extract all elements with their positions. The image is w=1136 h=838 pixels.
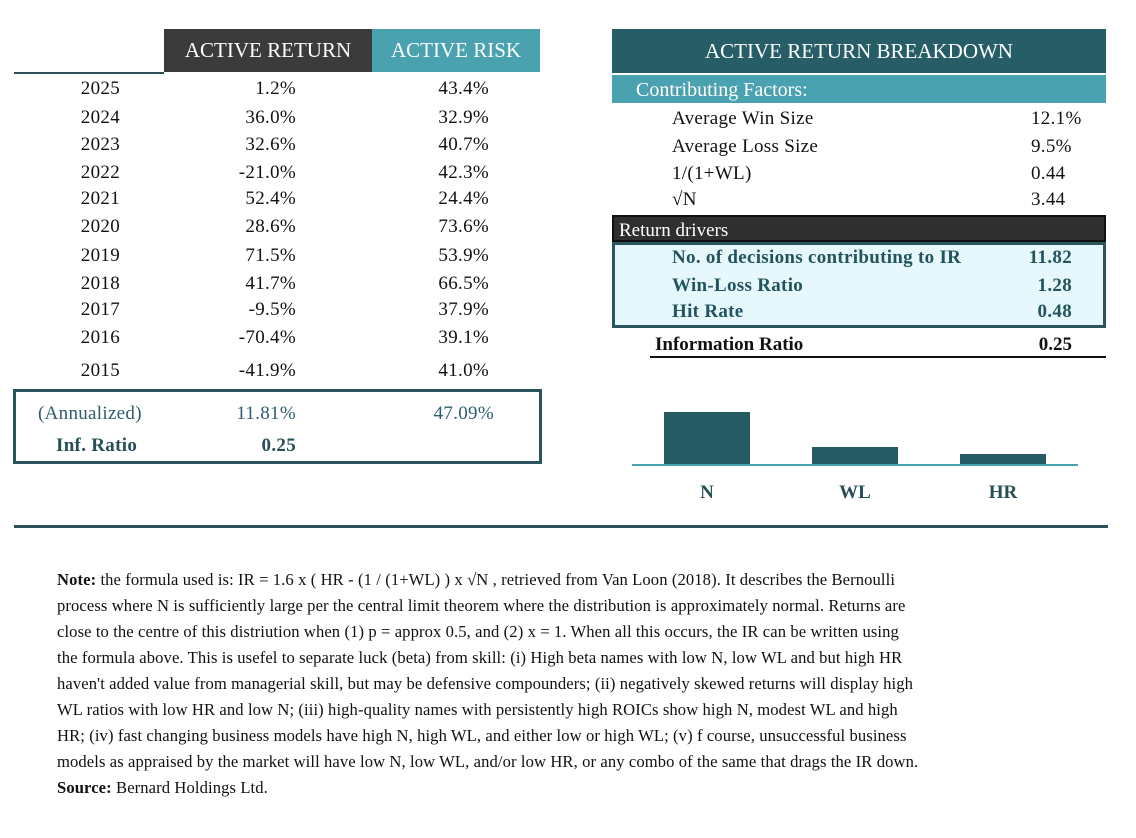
category-label: HR [988, 482, 1018, 503]
active-return-header: ACTIVE RETURN [164, 29, 372, 72]
bar-n [664, 412, 750, 464]
driver-label: Hit Rate [672, 301, 744, 322]
note-text: models as appraised by the market will h… [57, 752, 919, 771]
note-line: HR; (iv) fast changing business models h… [57, 723, 1117, 749]
note-text: the formula used is: IR = 1.6 x ( HR - (… [96, 570, 896, 589]
year-label: 2018 [80, 273, 120, 294]
annualized-label: (Annualized) [38, 403, 142, 424]
active-return-value: -21.0% [238, 162, 296, 183]
information-ratio-underline [650, 356, 1106, 358]
year-label: 2016 [80, 327, 120, 348]
inf-ratio-label: Inf. Ratio [56, 435, 138, 456]
note-line: process where N is sufficiently large pe… [57, 593, 1117, 619]
year-label: 2015 [80, 360, 120, 381]
note-text: process where N is sufficiently large pe… [57, 596, 906, 615]
driver-label: Win-Loss Ratio [672, 275, 804, 296]
note-text: WL ratios with low HR and low N; (iii) h… [57, 700, 898, 719]
ir-drivers-bar-chart: N WL HR [632, 380, 1078, 515]
active-risk-value: 37.9% [438, 299, 489, 320]
breakdown-title: ACTIVE RETURN BREAKDOWN [612, 29, 1106, 73]
year-label: 2017 [80, 299, 120, 320]
bar-hr [960, 454, 1046, 464]
contributing-factors-band: Contributing Factors: [612, 75, 1106, 103]
active-return-value: 32.6% [245, 134, 296, 155]
active-risk-header: ACTIVE RISK [372, 29, 540, 72]
factor-label: Average Loss Size [672, 136, 819, 157]
inf-ratio-value: 0.25 [261, 435, 296, 456]
note-line: haven't added value from managerial skil… [57, 671, 1117, 697]
factor-value: 3.44 [1031, 189, 1066, 210]
active-return-value: -41.9% [238, 360, 296, 381]
driver-value: 0.48 [1037, 301, 1072, 322]
active-risk-value: 39.1% [438, 327, 489, 348]
note-text: the formula above. This is usefel to sep… [57, 648, 903, 667]
active-risk-value: 43.4% [438, 78, 489, 99]
note-text: haven't added value from managerial skil… [57, 674, 914, 693]
active-risk-value: 66.5% [438, 273, 489, 294]
information-ratio-label: Information Ratio [655, 334, 804, 355]
driver-value: 1.28 [1037, 275, 1072, 296]
year-label: 2022 [80, 162, 120, 183]
year-label: 2023 [80, 134, 120, 155]
year-label: 2025 [80, 78, 120, 99]
active-risk-value: 41.0% [438, 360, 489, 381]
driver-label: No. of decisions contributing to IR [672, 247, 962, 268]
active-return-value: 1.2% [255, 78, 296, 99]
source-line: Source: Bernard Holdings Ltd. [57, 775, 1117, 801]
category-label: WL [839, 482, 871, 503]
driver-value: 11.82 [1028, 247, 1072, 268]
active-return-value: 71.5% [245, 245, 296, 266]
note-line: the formula above. This is usefel to sep… [57, 645, 1117, 671]
annualized-box [13, 389, 542, 464]
factor-label: √N [672, 189, 697, 210]
active-return-value: 52.4% [245, 188, 296, 209]
note-text: close to the centre of this distriution … [57, 622, 899, 641]
year-label: 2020 [80, 216, 120, 237]
source-text: Bernard Holdings Ltd. [111, 778, 268, 797]
factor-value: 12.1% [1031, 108, 1082, 129]
factor-label: Average Win Size [672, 108, 814, 129]
return-drivers-box [612, 242, 1106, 328]
active-risk-value: 24.4% [438, 188, 489, 209]
active-return-value: 41.7% [245, 273, 296, 294]
chart-baseline [632, 464, 1078, 466]
note-line: models as appraised by the market will h… [57, 749, 1117, 775]
note-line: WL ratios with low HR and low N; (iii) h… [57, 697, 1117, 723]
active-risk-value: 53.9% [438, 245, 489, 266]
annualized-active-risk: 47.09% [433, 403, 494, 424]
factor-label: 1/(1+WL) [672, 163, 752, 184]
return-drivers-header: Return drivers [612, 215, 1106, 242]
active-return-value: 28.6% [245, 216, 296, 237]
active-return-value: 36.0% [245, 107, 296, 128]
active-return-value: -70.4% [238, 327, 296, 348]
active-risk-value: 42.3% [438, 162, 489, 183]
note-line: Note: the formula used is: IR = 1.6 x ( … [57, 567, 1117, 593]
information-ratio-value: 0.25 [1038, 334, 1072, 355]
methodology-note: Note: the formula used is: IR = 1.6 x ( … [57, 567, 1117, 801]
active-return-value: -9.5% [248, 299, 296, 320]
note-text: HR; (iv) fast changing business models h… [57, 726, 907, 745]
return-drivers-label: Return drivers [619, 220, 729, 241]
header-underline [14, 72, 164, 74]
bar-wl [812, 447, 898, 464]
annualized-active-return: 11.81% [236, 403, 296, 424]
source-label: Source: [57, 778, 112, 797]
factor-value: 9.5% [1031, 136, 1072, 157]
active-risk-value: 32.9% [438, 107, 489, 128]
category-label: N [700, 482, 714, 503]
note-line: close to the centre of this distriution … [57, 619, 1117, 645]
active-risk-value: 40.7% [438, 134, 489, 155]
year-label: 2019 [80, 245, 120, 266]
active-risk-value: 73.6% [438, 216, 489, 237]
contributing-factors-label: Contributing Factors: [636, 79, 808, 101]
note-label: Note: [57, 570, 97, 589]
year-label: 2024 [80, 107, 120, 128]
factor-value: 0.44 [1031, 163, 1066, 184]
section-divider [14, 525, 1108, 528]
year-label: 2021 [80, 188, 120, 209]
